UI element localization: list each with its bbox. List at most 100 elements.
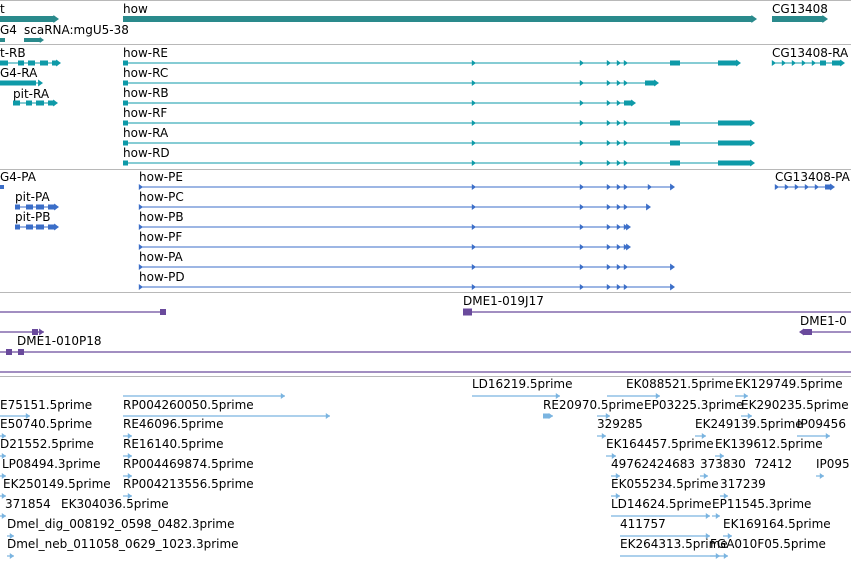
- est-label-re46096[interactable]: RE46096.5prime: [123, 417, 224, 431]
- protein-how-pb-exon[interactable]: [579, 224, 584, 230]
- est-ek088521-arrow[interactable]: [655, 393, 660, 399]
- est-label-rp004213556[interactable]: RP004213556.5prime: [123, 477, 254, 491]
- est-lp08494-arrow[interactable]: [1, 473, 6, 479]
- protein-label-how-pe[interactable]: how-PE: [139, 170, 183, 184]
- transcript-pit-ra-end-arrow[interactable]: [53, 99, 58, 107]
- gene-cg13408-glyph[interactable]: [772, 16, 824, 22]
- est-label-329285[interactable]: 329285: [597, 417, 643, 431]
- protein-label-pit-pa[interactable]: pit-PA: [15, 190, 50, 204]
- protein-how-pc-exon[interactable]: [606, 204, 611, 210]
- transcript-t-rb-exon[interactable]: [0, 60, 8, 66]
- est-411757-arrow[interactable]: [705, 533, 710, 539]
- transcript-pit-ra-exon[interactable]: [36, 100, 44, 106]
- transcript-how-rc-exon[interactable]: [645, 80, 656, 86]
- gene-scarna-arrow[interactable]: [39, 37, 44, 43]
- protein-how-pc-exon[interactable]: [616, 204, 621, 210]
- protein-pit-pb-exon[interactable]: [15, 224, 20, 230]
- transcript-label-how-ra[interactable]: how-RA: [123, 126, 169, 140]
- protein-how-pb-exon[interactable]: [471, 224, 476, 230]
- transcript-how-re-exon[interactable]: [616, 60, 621, 66]
- gene-label-cg13408[interactable]: CG13408: [772, 2, 828, 16]
- protein-how-pd-exon[interactable]: [606, 284, 611, 290]
- transcript-t-rb-exon[interactable]: [40, 60, 48, 66]
- est-329285-arrow[interactable]: [601, 433, 606, 439]
- est-label-ek139612[interactable]: EK139612.5prime: [715, 437, 823, 451]
- est-ip09456-arrow[interactable]: [825, 433, 830, 439]
- est-label-ek088521[interactable]: EK088521.5prime: [626, 377, 734, 391]
- transcript-how-rc-exon[interactable]: [616, 80, 621, 86]
- protein-how-pd-exon[interactable]: [471, 284, 476, 290]
- gene-label-how[interactable]: how: [123, 2, 148, 16]
- est-ek250149-arrow[interactable]: [1, 493, 6, 499]
- transcript-how-rd-exon[interactable]: [123, 160, 128, 166]
- transcript-t-rb-exon[interactable]: [28, 60, 35, 66]
- protein-label-g4-pa[interactable]: G4-PA: [0, 170, 36, 184]
- clone-label-010p18[interactable]: DME1-010P18: [17, 334, 102, 348]
- protein-how-pe-exon[interactable]: [579, 184, 584, 190]
- protein-how-pe-exon[interactable]: [471, 184, 476, 190]
- transcript-label-cg13408-ra[interactable]: CG13408-RA: [772, 46, 849, 60]
- est-373830-arrow[interactable]: [703, 473, 708, 479]
- transcript-cg13408-ra-exon[interactable]: [832, 60, 842, 66]
- est-ek055234-arrow[interactable]: [615, 493, 620, 499]
- protein-pit-pb-exon[interactable]: [26, 224, 33, 230]
- transcript-how-re-exon[interactable]: [123, 60, 128, 66]
- protein-pit-pa-exon[interactable]: [36, 204, 44, 210]
- transcript-how-rc-exon[interactable]: [123, 80, 128, 86]
- est-dmel-neb-arrow[interactable]: [9, 553, 14, 559]
- transcript-cg13408-ra-end-arrow[interactable]: [840, 59, 845, 67]
- protein-pit-pa-end-arrow[interactable]: [54, 203, 59, 211]
- transcript-how-rc-exon[interactable]: [606, 80, 611, 86]
- transcript-how-rb-exon[interactable]: [616, 100, 621, 106]
- protein-how-pc-exon[interactable]: [138, 204, 143, 210]
- est-re46096-arrow[interactable]: [127, 433, 132, 439]
- protein-cg13408-pa-exon[interactable]: [814, 184, 819, 190]
- transcript-how-rf-exon[interactable]: [606, 120, 611, 126]
- est-fga010f05-arrow[interactable]: [715, 553, 720, 559]
- transcript-label-g4-ra[interactable]: G4-RA: [0, 66, 38, 80]
- transcript-t-rb-exon[interactable]: [18, 60, 24, 66]
- protein-pit-pa-exon[interactable]: [48, 204, 56, 210]
- est-label-ek164457[interactable]: EK164457.5prime: [606, 437, 714, 451]
- protein-label-how-pc[interactable]: how-PC: [139, 190, 184, 204]
- clone-0-arrow[interactable]: [799, 328, 804, 336]
- transcript-how-ra-exon[interactable]: [670, 140, 680, 146]
- transcript-how-rf-exon[interactable]: [623, 120, 628, 126]
- transcript-how-re-exon[interactable]: [579, 60, 584, 66]
- gene-how-arrow[interactable]: [751, 15, 757, 23]
- transcript-pit-ra-exon[interactable]: [48, 100, 55, 106]
- est-rp004469874-arrow[interactable]: [127, 473, 132, 479]
- protein-how-pa-exon[interactable]: [623, 264, 628, 270]
- protein-how-pb-exon[interactable]: [138, 224, 143, 230]
- transcript-how-re-exon[interactable]: [718, 60, 738, 66]
- protein-label-how-pd[interactable]: how-PD: [139, 270, 185, 284]
- est-label-ek055234[interactable]: EK055234.5prime: [611, 477, 719, 491]
- est-label-ek129749[interactable]: EK129749.5prime: [735, 377, 843, 391]
- est-label-ek249139[interactable]: EK249139.5prime: [695, 417, 803, 431]
- clone-010p18-start[interactable]: [6, 349, 12, 355]
- transcript-how-ra-exon[interactable]: [616, 140, 621, 146]
- clone-010p18-start2[interactable]: [18, 349, 24, 355]
- transcript-cg13408-ra-exon[interactable]: [811, 60, 816, 66]
- est-re20970-arrow[interactable]: [548, 413, 553, 419]
- protein-how-pe-end-arrow[interactable]: [670, 183, 675, 191]
- est-ek169164-arrow[interactable]: [727, 533, 732, 539]
- est-ep11545-arrow[interactable]: [715, 513, 720, 519]
- protein-label-how-pb[interactable]: how-PB: [139, 210, 184, 224]
- transcript-how-rd-exon[interactable]: [579, 160, 584, 166]
- transcript-how-rc-exon[interactable]: [471, 80, 476, 86]
- protein-cg13408-pa-exon[interactable]: [784, 184, 789, 190]
- transcript-cg13408-ra-exon[interactable]: [771, 60, 776, 66]
- transcript-how-rb-exon[interactable]: [123, 100, 128, 106]
- transcript-label-pit-ra[interactable]: pit-RA: [13, 87, 50, 101]
- protein-pit-pb-end-arrow[interactable]: [54, 223, 59, 231]
- protein-how-pd-exon[interactable]: [579, 284, 584, 290]
- transcript-how-rf-end-arrow[interactable]: [750, 119, 755, 127]
- est-label-ek264313[interactable]: EK264313.5prime: [620, 537, 728, 551]
- protein-how-pa-exon[interactable]: [579, 264, 584, 270]
- protein-label-cg13408-pa[interactable]: CG13408-PA: [775, 170, 850, 184]
- transcript-how-re-end-arrow[interactable]: [736, 59, 741, 67]
- transcript-t-rb-exon[interactable]: [52, 60, 58, 66]
- est-label-49762424683[interactable]: 49762424683: [611, 457, 695, 471]
- transcript-how-rd-exon[interactable]: [606, 160, 611, 166]
